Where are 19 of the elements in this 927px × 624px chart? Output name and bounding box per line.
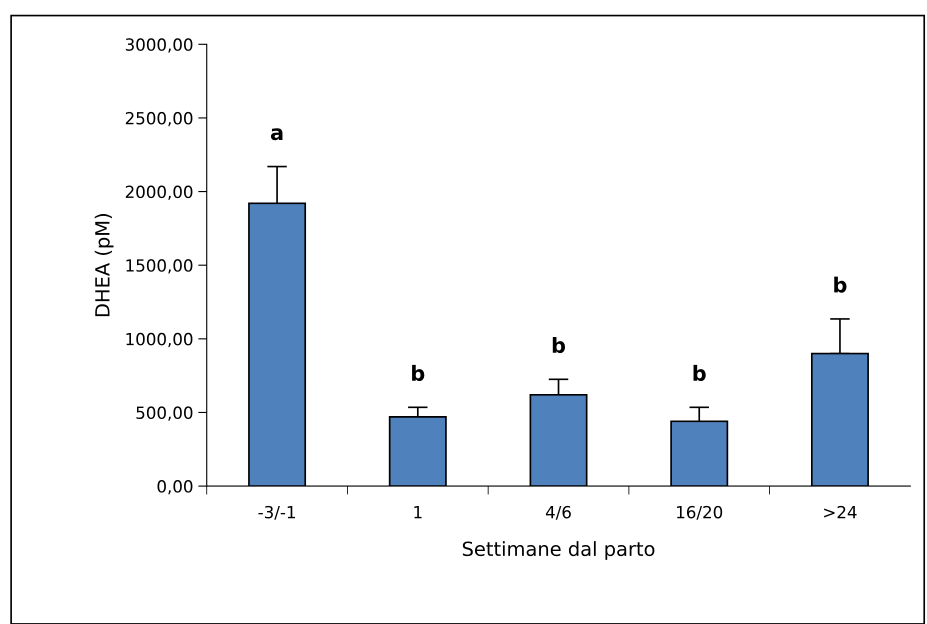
annotation: a <box>270 128 282 140</box>
y-tick-label: 2500,00 <box>126 112 192 126</box>
y-tick-label: 3000,00 <box>126 38 192 53</box>
x-axis-title: Settimane dal parto <box>462 541 654 560</box>
y-tick-label: 1000,00 <box>126 332 192 348</box>
x-tick-label: -3/-1 <box>258 506 295 520</box>
y-axis-title: DHEA (pM) <box>94 214 114 316</box>
x-tick-label: 1 <box>414 506 422 518</box>
annotation: b <box>412 364 424 382</box>
y-tick-label: 1500,00 <box>126 259 192 274</box>
x-tick-label: 16/20 <box>677 506 722 520</box>
x-tick-label: >24 <box>824 506 857 518</box>
annotation: b <box>552 336 566 354</box>
y-tick-label: 0,00 <box>158 480 192 494</box>
annotation: b <box>694 364 706 382</box>
y-tick-label: 2000,00 <box>126 186 192 200</box>
y-tick-label: 500,00 <box>136 406 192 421</box>
annotation: b <box>834 276 846 293</box>
x-tick-label: 4/6 <box>546 506 571 520</box>
